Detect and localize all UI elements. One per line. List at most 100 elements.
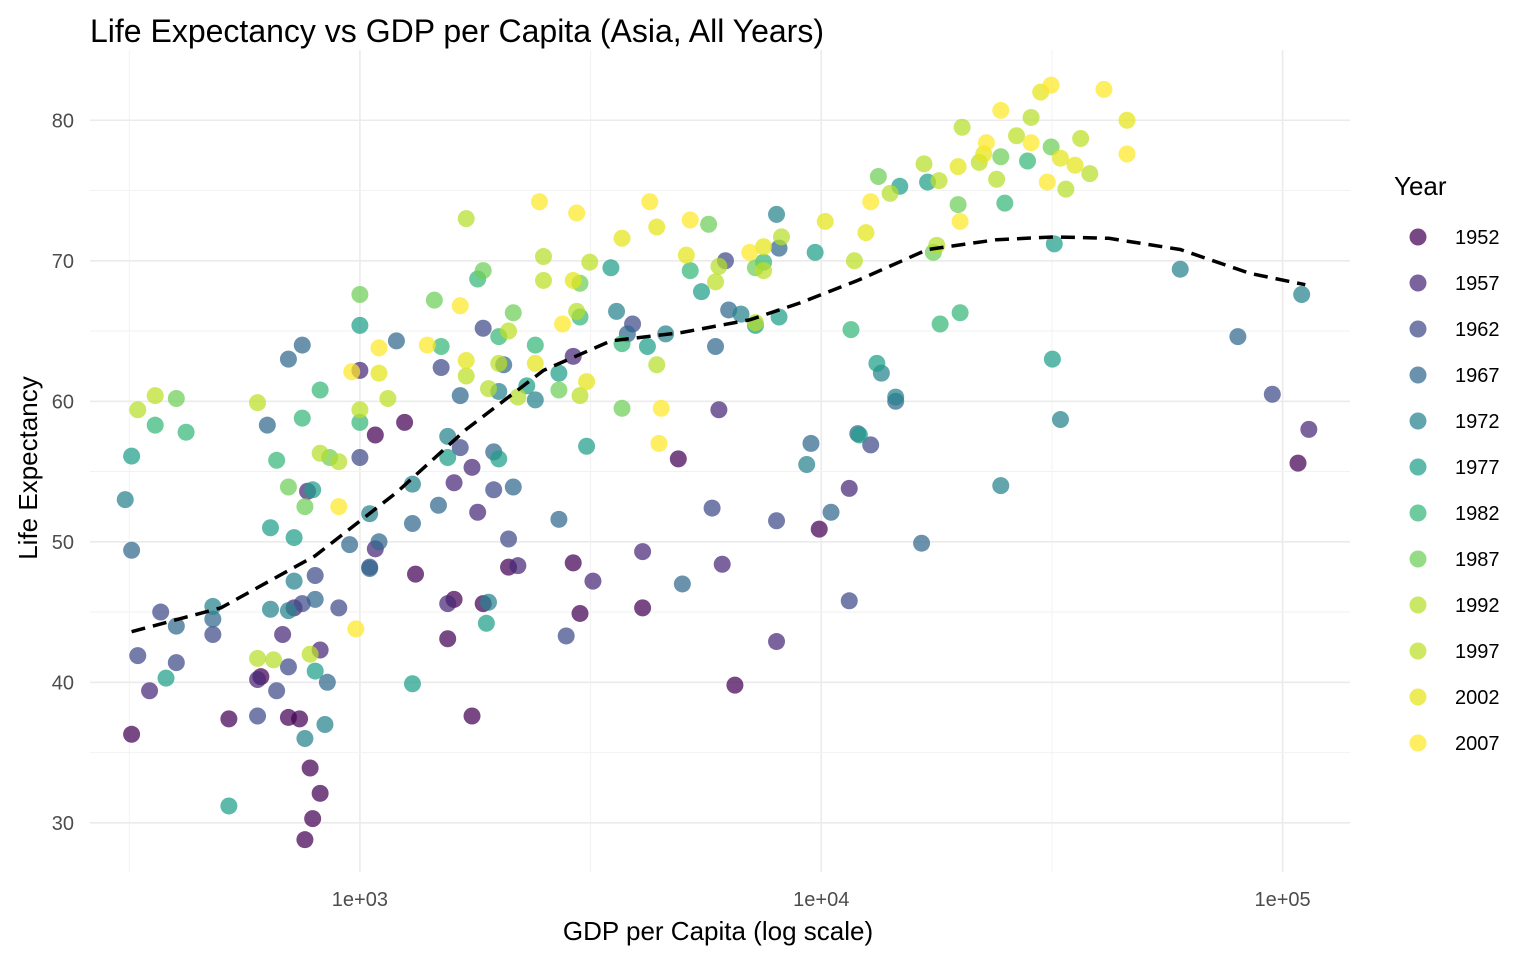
data-point-1987 [949,196,967,214]
data-point-2007 [1118,145,1136,163]
x-axis-title: GDP per Capita (log scale) [563,916,873,946]
data-point-2007 [741,243,759,261]
data-point-1962 [306,567,324,585]
legend-label: 1962 [1455,319,1500,341]
data-point-2007 [554,315,572,333]
data-point-2007 [652,399,670,417]
data-point-1967 [429,496,447,514]
data-point-1957 [445,474,463,492]
data-point-1962 [293,595,311,613]
data-point-1982 [268,451,286,469]
smooth-trend-line-group [131,235,1306,634]
data-point-1957 [768,633,786,651]
data-point-1982 [996,194,1014,212]
data-point-1997 [249,394,267,412]
legend-key-1957 [1409,274,1427,292]
data-point-1987 [296,498,314,516]
data-point-1962 [862,436,880,454]
data-point-1982 [931,315,949,333]
data-point-1987 [351,285,369,303]
legend-key-1977 [1409,458,1427,476]
data-point-1997 [301,645,319,663]
data-point-1987 [504,304,522,322]
data-point-1972 [479,593,497,611]
y-tick-label: 40 [52,672,74,694]
data-point-1957 [439,595,457,613]
y-tick-label: 80 [52,110,74,132]
data-point-1997 [571,387,589,405]
data-point-2007 [343,363,361,381]
data-point-1952 [669,450,687,468]
data-point-1997 [1072,130,1090,148]
data-point-1977 [602,259,620,277]
data-point-1957 [584,572,602,590]
data-point-1967 [403,515,421,533]
data-point-1982 [177,423,195,441]
data-point-1982 [311,381,329,399]
data-point-2007 [347,620,365,638]
data-point-1962 [768,512,786,530]
data-point-1957 [564,347,582,365]
data-point-1957 [274,626,292,644]
data-point-1992 [988,170,1006,188]
data-point-1962 [451,439,469,457]
data-point-1962 [557,627,575,645]
data-point-1992 [330,453,348,471]
data-point-2002 [526,354,544,372]
data-point-1972 [992,477,1010,495]
data-point-1962 [204,626,222,644]
data-point-1957 [634,543,652,561]
data-point-1982 [842,321,860,339]
data-point-1982 [351,413,369,431]
data-point-1967 [306,590,324,608]
data-point-1962 [840,592,858,610]
data-point-2002 [578,373,596,391]
data-point-1952 [396,413,414,431]
data-point-1992 [311,444,329,462]
data-point-1952 [463,707,481,725]
data-point-1972 [285,572,303,590]
legend-label: 1997 [1455,641,1500,663]
data-point-1997 [457,367,475,385]
data-point-1952 [123,725,141,743]
data-point-1992 [249,649,267,667]
data-point-1992 [509,388,527,406]
data-point-1977 [868,354,886,372]
data-point-1957 [509,557,527,575]
data-point-1997 [534,271,552,289]
data-point-2007 [451,297,469,315]
data-point-1967 [167,617,185,635]
data-point-1967 [707,337,725,355]
data-point-1992 [479,380,497,398]
data-point-1967 [361,559,379,577]
data-point-1962 [167,654,185,672]
data-point-1992 [915,155,933,173]
legend-label: 1957 [1455,273,1500,295]
data-point-2007 [951,212,969,230]
legend-key-1962 [1409,320,1427,338]
data-point-1997 [379,389,397,407]
data-point-1967 [1229,328,1247,346]
legend-label: 1982 [1455,503,1500,525]
legend-label: 2007 [1455,733,1500,755]
data-point-2007 [568,204,586,222]
data-point-1962 [703,499,721,517]
data-point-1972 [608,302,626,320]
legend-key-1997 [1409,642,1427,660]
data-point-1987 [474,262,492,280]
data-point-1952 [1289,454,1307,472]
data-point-2007 [641,193,659,211]
data-point-1962 [1263,385,1281,403]
data-point-1997 [707,273,725,291]
data-point-1967 [822,503,840,521]
data-point-1992 [1057,180,1075,198]
data-point-1977 [123,447,141,465]
data-point-1952 [407,565,425,583]
data-point-1967 [673,575,691,593]
data-point-1952 [810,520,828,538]
data-point-1972 [768,205,786,223]
data-point-1967 [504,478,522,496]
data-point-1952 [304,810,322,828]
data-point-1972 [316,715,334,733]
data-point-1977 [403,675,421,693]
